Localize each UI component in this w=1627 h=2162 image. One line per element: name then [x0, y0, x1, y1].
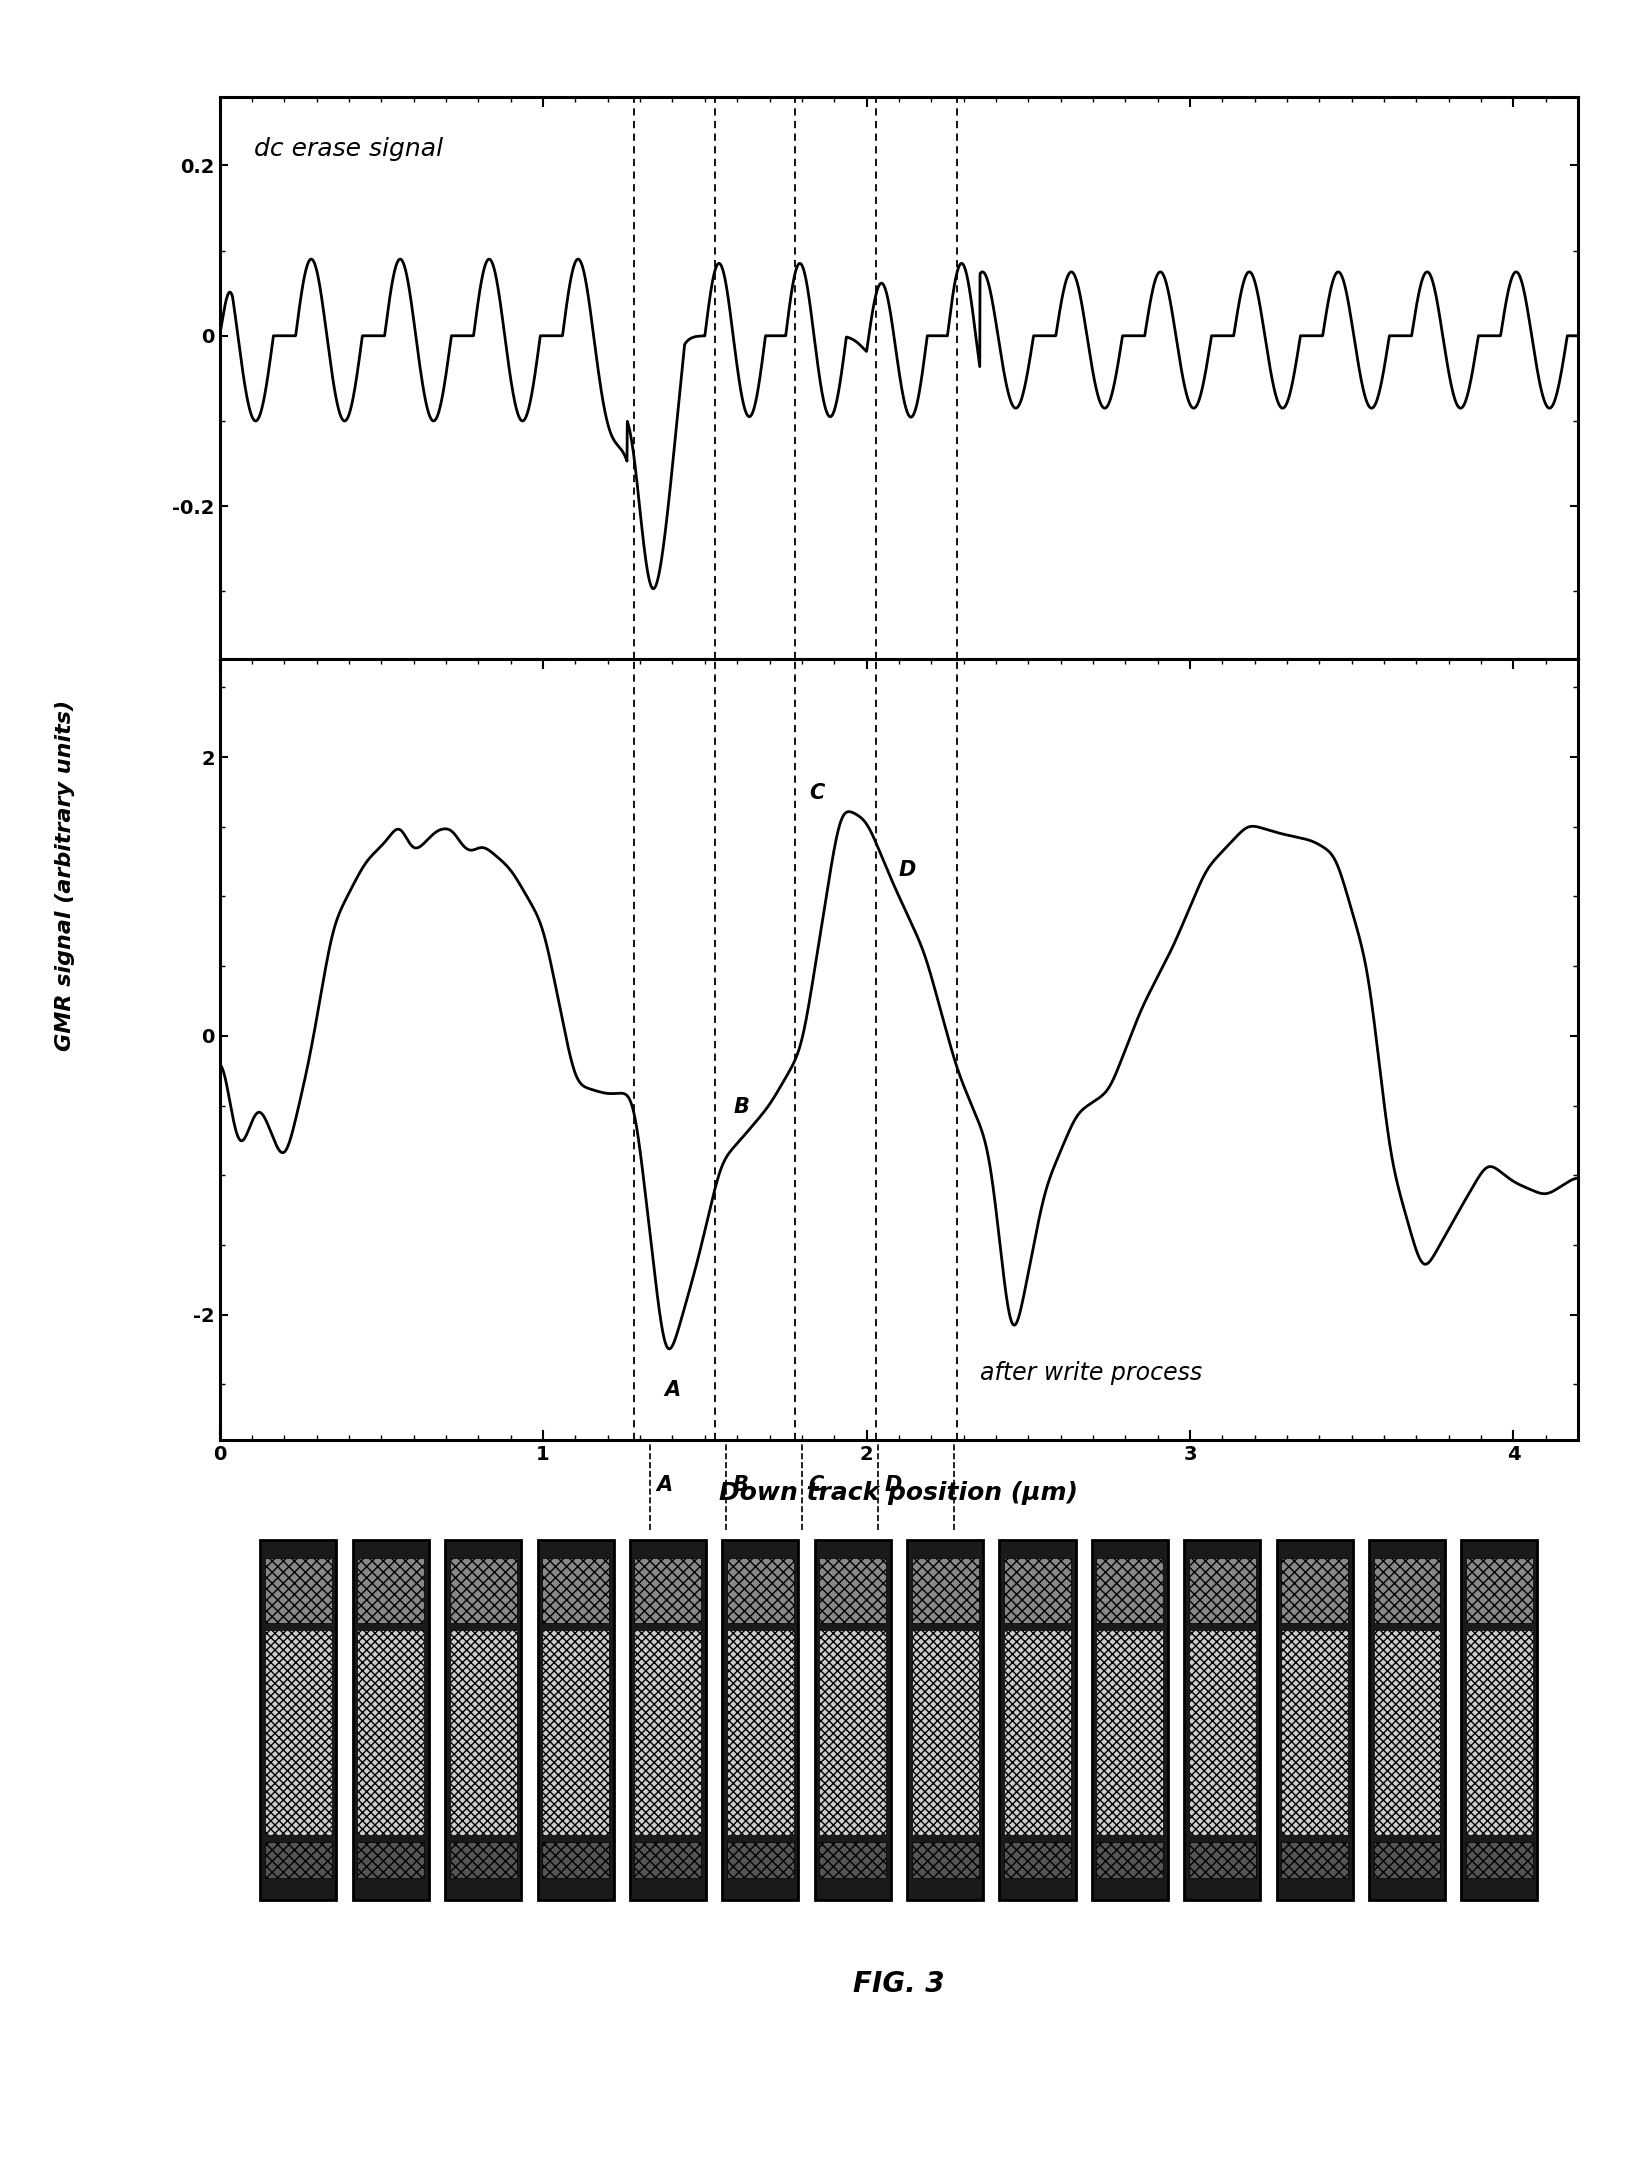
Bar — [1189, 1842, 1256, 1879]
Text: C: C — [809, 1474, 823, 1496]
Text: D: D — [885, 1474, 901, 1496]
Bar — [1189, 1559, 1256, 1624]
Bar — [815, 1539, 890, 1900]
Bar — [1277, 1539, 1352, 1900]
Bar — [820, 1630, 887, 1836]
Bar — [1373, 1842, 1440, 1879]
Bar — [1004, 1842, 1071, 1879]
Bar — [1466, 1630, 1533, 1836]
Bar — [446, 1539, 521, 1900]
Bar — [537, 1539, 613, 1900]
Bar — [542, 1630, 608, 1836]
X-axis label: Down track position (μm): Down track position (μm) — [719, 1481, 1079, 1505]
Text: FIG. 3: FIG. 3 — [853, 1970, 945, 1998]
Bar — [449, 1842, 517, 1879]
Bar — [1004, 1559, 1071, 1624]
Bar — [1280, 1842, 1349, 1879]
Bar — [727, 1630, 794, 1836]
Bar — [1097, 1630, 1163, 1836]
Bar — [1097, 1559, 1163, 1624]
Bar — [1373, 1559, 1440, 1624]
Bar — [727, 1842, 794, 1879]
Bar — [1461, 1539, 1538, 1900]
Bar — [449, 1559, 517, 1624]
Bar — [630, 1539, 706, 1900]
Bar — [1097, 1842, 1163, 1879]
Bar — [999, 1539, 1075, 1900]
Bar — [265, 1559, 332, 1624]
Bar — [820, 1559, 887, 1624]
Bar — [908, 1539, 983, 1900]
Bar — [911, 1630, 978, 1836]
Bar — [260, 1539, 337, 1900]
Text: A: A — [656, 1474, 672, 1496]
Text: B: B — [732, 1474, 748, 1496]
Bar — [722, 1539, 799, 1900]
Bar — [635, 1842, 701, 1879]
Bar — [635, 1630, 701, 1836]
Text: B: B — [734, 1096, 750, 1116]
Bar — [727, 1559, 794, 1624]
Bar — [449, 1630, 517, 1836]
Bar — [358, 1559, 425, 1624]
Text: dc erase signal: dc erase signal — [254, 136, 443, 160]
Bar — [265, 1842, 332, 1879]
Text: D: D — [898, 860, 916, 880]
Bar — [1189, 1630, 1256, 1836]
Text: C: C — [809, 783, 825, 802]
Bar — [820, 1842, 887, 1879]
Text: after write process: after write process — [981, 1362, 1202, 1386]
Bar — [358, 1842, 425, 1879]
Bar — [911, 1559, 978, 1624]
Bar — [1466, 1559, 1533, 1624]
Bar — [1184, 1539, 1261, 1900]
Bar — [1280, 1559, 1349, 1624]
Bar — [358, 1630, 425, 1836]
Bar — [265, 1630, 332, 1836]
Bar — [1466, 1842, 1533, 1879]
Bar — [1004, 1630, 1071, 1836]
Bar — [1280, 1630, 1349, 1836]
Bar — [542, 1842, 608, 1879]
Bar — [353, 1539, 430, 1900]
Bar — [542, 1559, 608, 1624]
Bar — [1373, 1630, 1440, 1836]
Bar — [1092, 1539, 1168, 1900]
Text: GMR signal (arbitrary units): GMR signal (arbitrary units) — [55, 700, 75, 1051]
Text: A: A — [664, 1379, 680, 1399]
Bar — [635, 1559, 701, 1624]
Bar — [911, 1842, 978, 1879]
Bar — [1368, 1539, 1445, 1900]
